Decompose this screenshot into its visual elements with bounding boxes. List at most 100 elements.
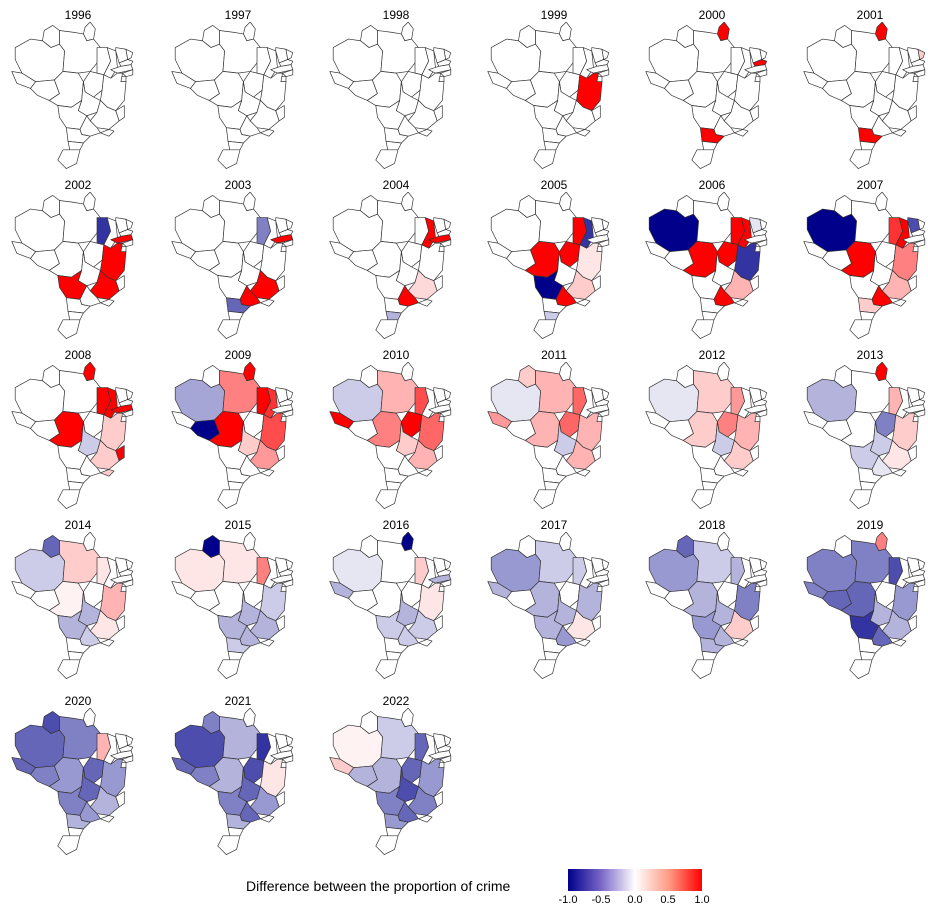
state-pe bbox=[586, 404, 610, 414]
state-es bbox=[115, 275, 125, 292]
state-rs bbox=[375, 659, 399, 679]
state-sc bbox=[67, 650, 84, 661]
brazil-state-map bbox=[645, 532, 768, 679]
state-pe bbox=[270, 234, 294, 244]
state-rn bbox=[285, 734, 294, 746]
state-al bbox=[440, 755, 452, 763]
state-rj bbox=[260, 639, 275, 647]
state-es bbox=[433, 105, 443, 122]
state-pe bbox=[270, 64, 294, 74]
state-rn bbox=[125, 48, 134, 60]
state-rj bbox=[100, 815, 115, 823]
state-pa bbox=[693, 200, 735, 244]
state-pa bbox=[535, 30, 577, 74]
panel-year-title: 2004 bbox=[382, 178, 410, 192]
state-pa bbox=[219, 30, 261, 74]
brazil-state-map bbox=[803, 192, 926, 339]
map-panel: 2011 bbox=[476, 342, 632, 510]
state-es bbox=[115, 615, 125, 632]
state-rj bbox=[892, 639, 907, 647]
state-al bbox=[598, 69, 610, 77]
state-rn bbox=[125, 558, 134, 570]
state-al bbox=[122, 409, 134, 417]
state-sc bbox=[543, 310, 560, 321]
state-es bbox=[749, 615, 759, 632]
state-sc bbox=[701, 140, 718, 151]
state-pe bbox=[902, 234, 926, 244]
map-panel: 2012 bbox=[634, 342, 790, 510]
brazil-state-map bbox=[171, 532, 294, 679]
state-rj bbox=[260, 129, 275, 137]
state-es bbox=[433, 615, 443, 632]
map-panel: 2020 bbox=[0, 688, 156, 856]
state-sc bbox=[701, 650, 718, 661]
state-pa bbox=[535, 540, 577, 584]
map-panel: 2022 bbox=[318, 688, 474, 856]
brazil-state-map bbox=[11, 708, 134, 855]
state-es bbox=[115, 105, 125, 122]
state-pa bbox=[535, 370, 577, 414]
state-pe bbox=[586, 234, 610, 244]
state-sc bbox=[701, 310, 718, 321]
state-rj bbox=[100, 469, 115, 477]
map-panel: 2017 bbox=[476, 512, 632, 680]
state-rn bbox=[917, 218, 926, 230]
state-rj bbox=[100, 129, 115, 137]
map-panel: 1999 bbox=[476, 2, 632, 170]
brazil-state-map bbox=[645, 22, 768, 169]
state-al bbox=[282, 755, 294, 763]
panel-year-title: 1997 bbox=[224, 8, 252, 22]
panel-year-title: 2007 bbox=[856, 178, 884, 192]
panel-year-title: 2020 bbox=[64, 694, 92, 708]
state-pe bbox=[428, 234, 452, 244]
state-al bbox=[282, 69, 294, 77]
state-es bbox=[907, 275, 917, 292]
legend-ticks: -1.0 -0.5 0.0 0.5 1.0 bbox=[556, 894, 716, 908]
state-pe bbox=[110, 750, 134, 760]
brazil-state-map bbox=[171, 362, 294, 509]
state-rn bbox=[759, 558, 768, 570]
state-sc bbox=[859, 310, 876, 321]
state-pa bbox=[219, 370, 261, 414]
map-panel: 2007 bbox=[792, 172, 928, 340]
state-es bbox=[907, 615, 917, 632]
state-pa bbox=[693, 540, 735, 584]
state-rn bbox=[601, 48, 610, 60]
state-rj bbox=[100, 639, 115, 647]
state-es bbox=[115, 791, 125, 808]
state-pa bbox=[59, 370, 101, 414]
state-rs bbox=[691, 149, 715, 169]
state-pe bbox=[270, 750, 294, 760]
state-sc bbox=[701, 480, 718, 491]
state-pa bbox=[693, 370, 735, 414]
state-al bbox=[122, 69, 134, 77]
state-pa bbox=[59, 540, 101, 584]
map-panel: 1998 bbox=[318, 2, 474, 170]
state-es bbox=[275, 105, 285, 122]
state-al bbox=[914, 69, 926, 77]
state-sc bbox=[227, 480, 244, 491]
map-panel: 2008 bbox=[0, 342, 156, 510]
state-rs bbox=[57, 149, 81, 169]
brazil-state-map bbox=[487, 192, 610, 339]
panel-year-title: 2001 bbox=[856, 8, 884, 22]
brazil-state-map bbox=[11, 532, 134, 679]
state-rs bbox=[691, 319, 715, 339]
brazil-state-map bbox=[487, 532, 610, 679]
state-rs bbox=[691, 489, 715, 509]
map-panel: 2010 bbox=[318, 342, 474, 510]
panel-year-title: 2017 bbox=[540, 518, 568, 532]
state-rn bbox=[759, 48, 768, 60]
state-rs bbox=[57, 489, 81, 509]
state-sc bbox=[385, 826, 402, 837]
state-pe bbox=[428, 64, 452, 74]
panel-year-title: 2016 bbox=[382, 518, 410, 532]
state-pe bbox=[744, 64, 768, 74]
state-al bbox=[282, 239, 294, 247]
state-al bbox=[440, 409, 452, 417]
state-rs bbox=[217, 835, 241, 855]
state-rs bbox=[849, 659, 873, 679]
state-rj bbox=[576, 129, 591, 137]
map-panel: 1997 bbox=[160, 2, 316, 170]
state-rs bbox=[375, 835, 399, 855]
